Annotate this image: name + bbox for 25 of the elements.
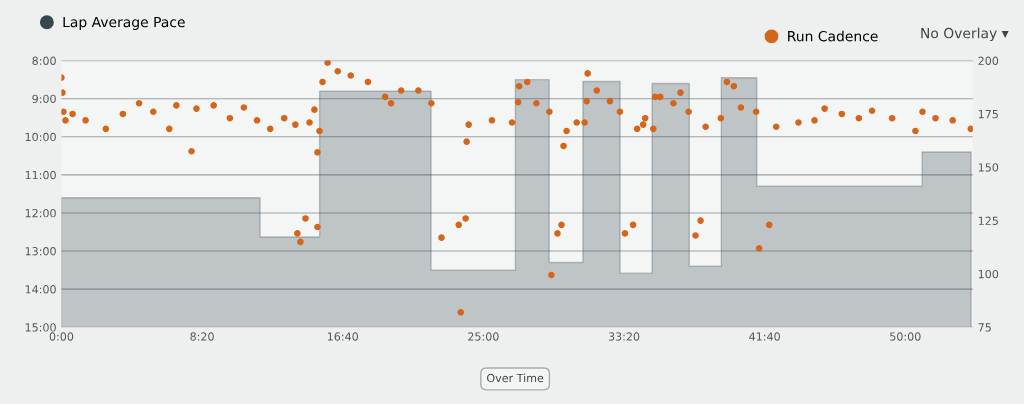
y2-tick-label: 175 [978,110,998,119]
x-tick-label: 25:00 [468,332,499,341]
x-tick-label: 16:40 [327,332,358,341]
y2-tick-label: 150 [978,163,999,172]
x-tick-label: 33:20 [608,332,640,341]
y-tick-label: 13:00 [25,247,56,256]
y-tick-label: 9:00 [32,94,56,104]
x-tick-label: 0:00 [49,332,74,341]
y2-tick-label: 75 [978,323,991,332]
x-tick-label: 50:00 [890,332,921,341]
y-tick-label: 12:00 [25,208,56,218]
y2-tick-label: 200 [978,56,999,65]
y2-tick-label: 125 [978,216,998,225]
legend-label: Run Cadence [788,30,878,42]
legend-label: Lap Average Pace [63,16,185,30]
text: Over Time [487,373,544,383]
x-tick-label: 8:20 [190,332,214,341]
y2-tick-label: 100 [978,269,999,279]
y-tick-label: 11:00 [25,170,56,180]
x-tick-label: 41:40 [749,332,780,341]
y-tick-label: 14:00 [25,285,56,294]
y-tick-label: 10:00 [25,132,56,142]
y-tick-label: 15:00 [25,323,56,332]
text: No Overlay ▾ [921,27,1009,42]
y-tick-label: 8:00 [32,56,56,65]
